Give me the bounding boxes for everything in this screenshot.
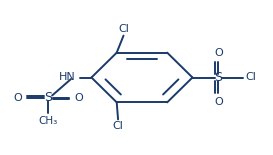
Text: HN: HN [59, 73, 76, 82]
Text: S: S [214, 71, 222, 84]
Text: S: S [44, 91, 52, 104]
Text: O: O [214, 48, 223, 58]
Text: Cl: Cl [118, 24, 129, 34]
Text: Cl: Cl [113, 121, 123, 131]
Text: O: O [75, 93, 84, 103]
Text: O: O [214, 97, 223, 107]
Text: O: O [13, 93, 22, 103]
Text: CH₃: CH₃ [39, 116, 58, 126]
Text: Cl: Cl [245, 73, 256, 82]
